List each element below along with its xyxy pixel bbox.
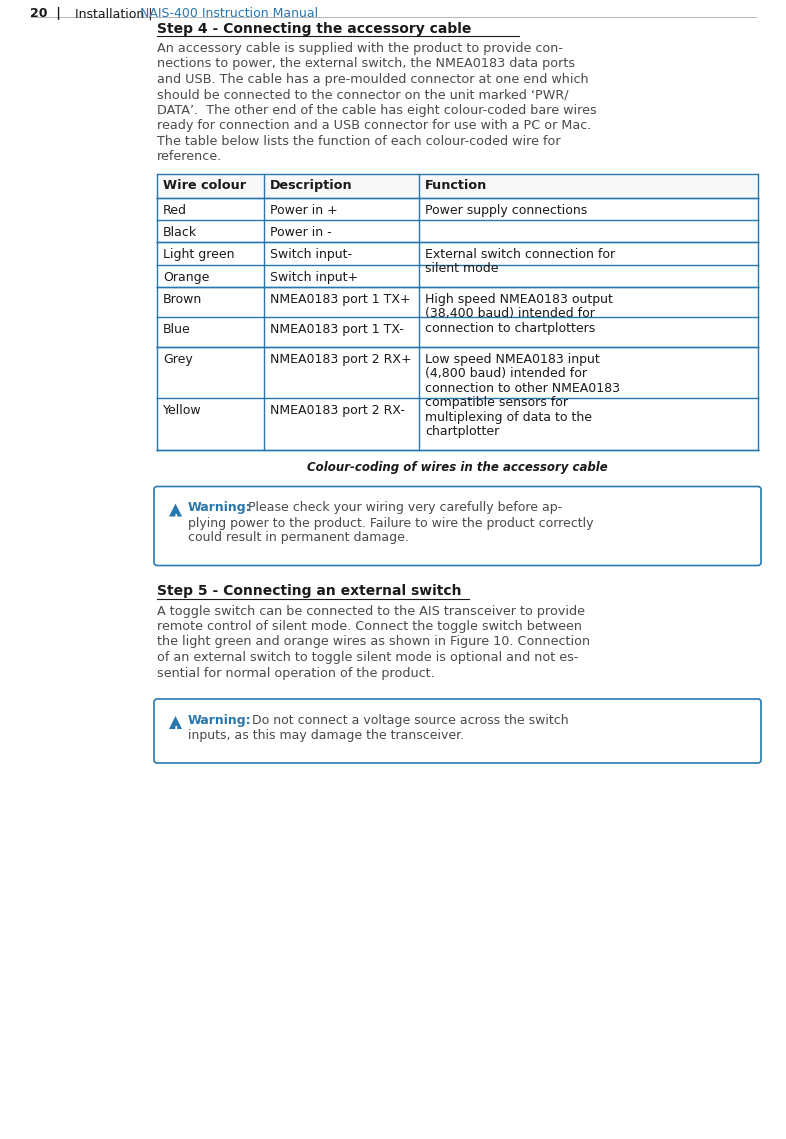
Text: 20  |: 20 | [30, 7, 61, 21]
Text: Wire colour: Wire colour [163, 179, 246, 192]
Text: An accessory cable is supplied with the product to provide con-: An accessory cable is supplied with the … [157, 42, 563, 55]
Text: Low speed NMEA0183 input: Low speed NMEA0183 input [425, 352, 600, 366]
FancyBboxPatch shape [154, 486, 761, 565]
Text: Please check your wiring very carefully before ap-: Please check your wiring very carefully … [240, 501, 562, 515]
Text: silent mode: silent mode [425, 262, 498, 276]
Text: Step 4 - Connecting the accessory cable: Step 4 - Connecting the accessory cable [157, 22, 472, 36]
Text: !: ! [173, 726, 178, 736]
Text: (4,800 baud) intended for: (4,800 baud) intended for [425, 367, 587, 380]
Text: Black: Black [163, 226, 197, 239]
Text: ready for connection and a USB connector for use with a PC or Mac.: ready for connection and a USB connector… [157, 120, 591, 132]
Text: reference.: reference. [157, 150, 222, 164]
Text: Light green: Light green [163, 248, 234, 261]
Polygon shape [169, 503, 182, 516]
Text: connection to chartplotters: connection to chartplotters [425, 322, 595, 335]
Text: Red: Red [163, 204, 187, 218]
Text: Power in +: Power in + [270, 204, 338, 218]
Text: NMEA0183 port 2 RX-: NMEA0183 port 2 RX- [270, 404, 405, 417]
Text: Power in -: Power in - [270, 226, 332, 239]
Text: Yellow: Yellow [163, 404, 202, 417]
Text: High speed NMEA0183 output: High speed NMEA0183 output [425, 293, 613, 306]
Text: Installation |: Installation | [75, 7, 156, 21]
Text: and USB. The cable has a pre-moulded connector at one end which: and USB. The cable has a pre-moulded con… [157, 73, 589, 87]
Text: multiplexing of data to the: multiplexing of data to the [425, 410, 592, 424]
Text: Orange: Orange [163, 270, 209, 284]
Text: connection to other NMEA0183: connection to other NMEA0183 [425, 382, 620, 394]
Text: Warning:: Warning: [188, 714, 252, 727]
Text: inputs, as this may damage the transceiver.: inputs, as this may damage the transceiv… [188, 729, 464, 741]
FancyBboxPatch shape [154, 699, 761, 763]
Text: !: ! [173, 514, 178, 524]
Text: Blue: Blue [163, 322, 191, 336]
Text: The table below lists the function of each colour-coded wire for: The table below lists the function of ea… [157, 136, 560, 148]
Text: Switch input+: Switch input+ [270, 270, 358, 284]
Text: of an external switch to toggle silent mode is optional and not es-: of an external switch to toggle silent m… [157, 652, 578, 664]
Text: Power supply connections: Power supply connections [425, 204, 587, 218]
Text: (38,400 baud) intended for: (38,400 baud) intended for [425, 308, 595, 320]
Polygon shape [169, 716, 182, 729]
Text: should be connected to the connector on the unit marked ‘PWR/: should be connected to the connector on … [157, 89, 568, 101]
Text: Grey: Grey [163, 352, 193, 366]
Text: NMEA0183 port 1 TX-: NMEA0183 port 1 TX- [270, 322, 404, 336]
Bar [157, 174, 758, 198]
Text: Brown: Brown [163, 293, 202, 306]
Text: plying power to the product. Failure to wire the product correctly: plying power to the product. Failure to … [188, 516, 593, 530]
Text: Colour-coding of wires in the accessory cable: Colour-coding of wires in the accessory … [307, 461, 608, 475]
Text: chartplotter: chartplotter [425, 425, 499, 439]
Text: A toggle switch can be connected to the AIS transceiver to provide: A toggle switch can be connected to the … [157, 605, 585, 617]
Text: could result in permanent damage.: could result in permanent damage. [188, 532, 409, 544]
Text: NMEA0183 port 1 TX+: NMEA0183 port 1 TX+ [270, 293, 410, 306]
Text: Switch input-: Switch input- [270, 248, 352, 261]
Text: Function: Function [425, 179, 487, 192]
Text: Step 5 - Connecting an external switch: Step 5 - Connecting an external switch [157, 584, 461, 598]
Text: remote control of silent mode. Connect the toggle switch between: remote control of silent mode. Connect t… [157, 620, 582, 633]
Text: DATA’.  The other end of the cable has eight colour-coded bare wires: DATA’. The other end of the cable has ei… [157, 104, 597, 117]
Text: Description: Description [270, 179, 353, 192]
Text: the light green and orange wires as shown in Figure 10. Connection: the light green and orange wires as show… [157, 636, 590, 648]
Text: Warning:: Warning: [188, 501, 252, 515]
Text: NAIS-400 Instruction Manual: NAIS-400 Instruction Manual [140, 7, 318, 21]
Text: compatible sensors for: compatible sensors for [425, 396, 568, 409]
Text: Do not connect a voltage source across the switch: Do not connect a voltage source across t… [240, 714, 568, 727]
Text: NMEA0183 port 2 RX+: NMEA0183 port 2 RX+ [270, 352, 412, 366]
Text: nections to power, the external switch, the NMEA0183 data ports: nections to power, the external switch, … [157, 57, 575, 71]
Text: sential for normal operation of the product.: sential for normal operation of the prod… [157, 666, 435, 680]
Text: External switch connection for: External switch connection for [425, 248, 615, 261]
